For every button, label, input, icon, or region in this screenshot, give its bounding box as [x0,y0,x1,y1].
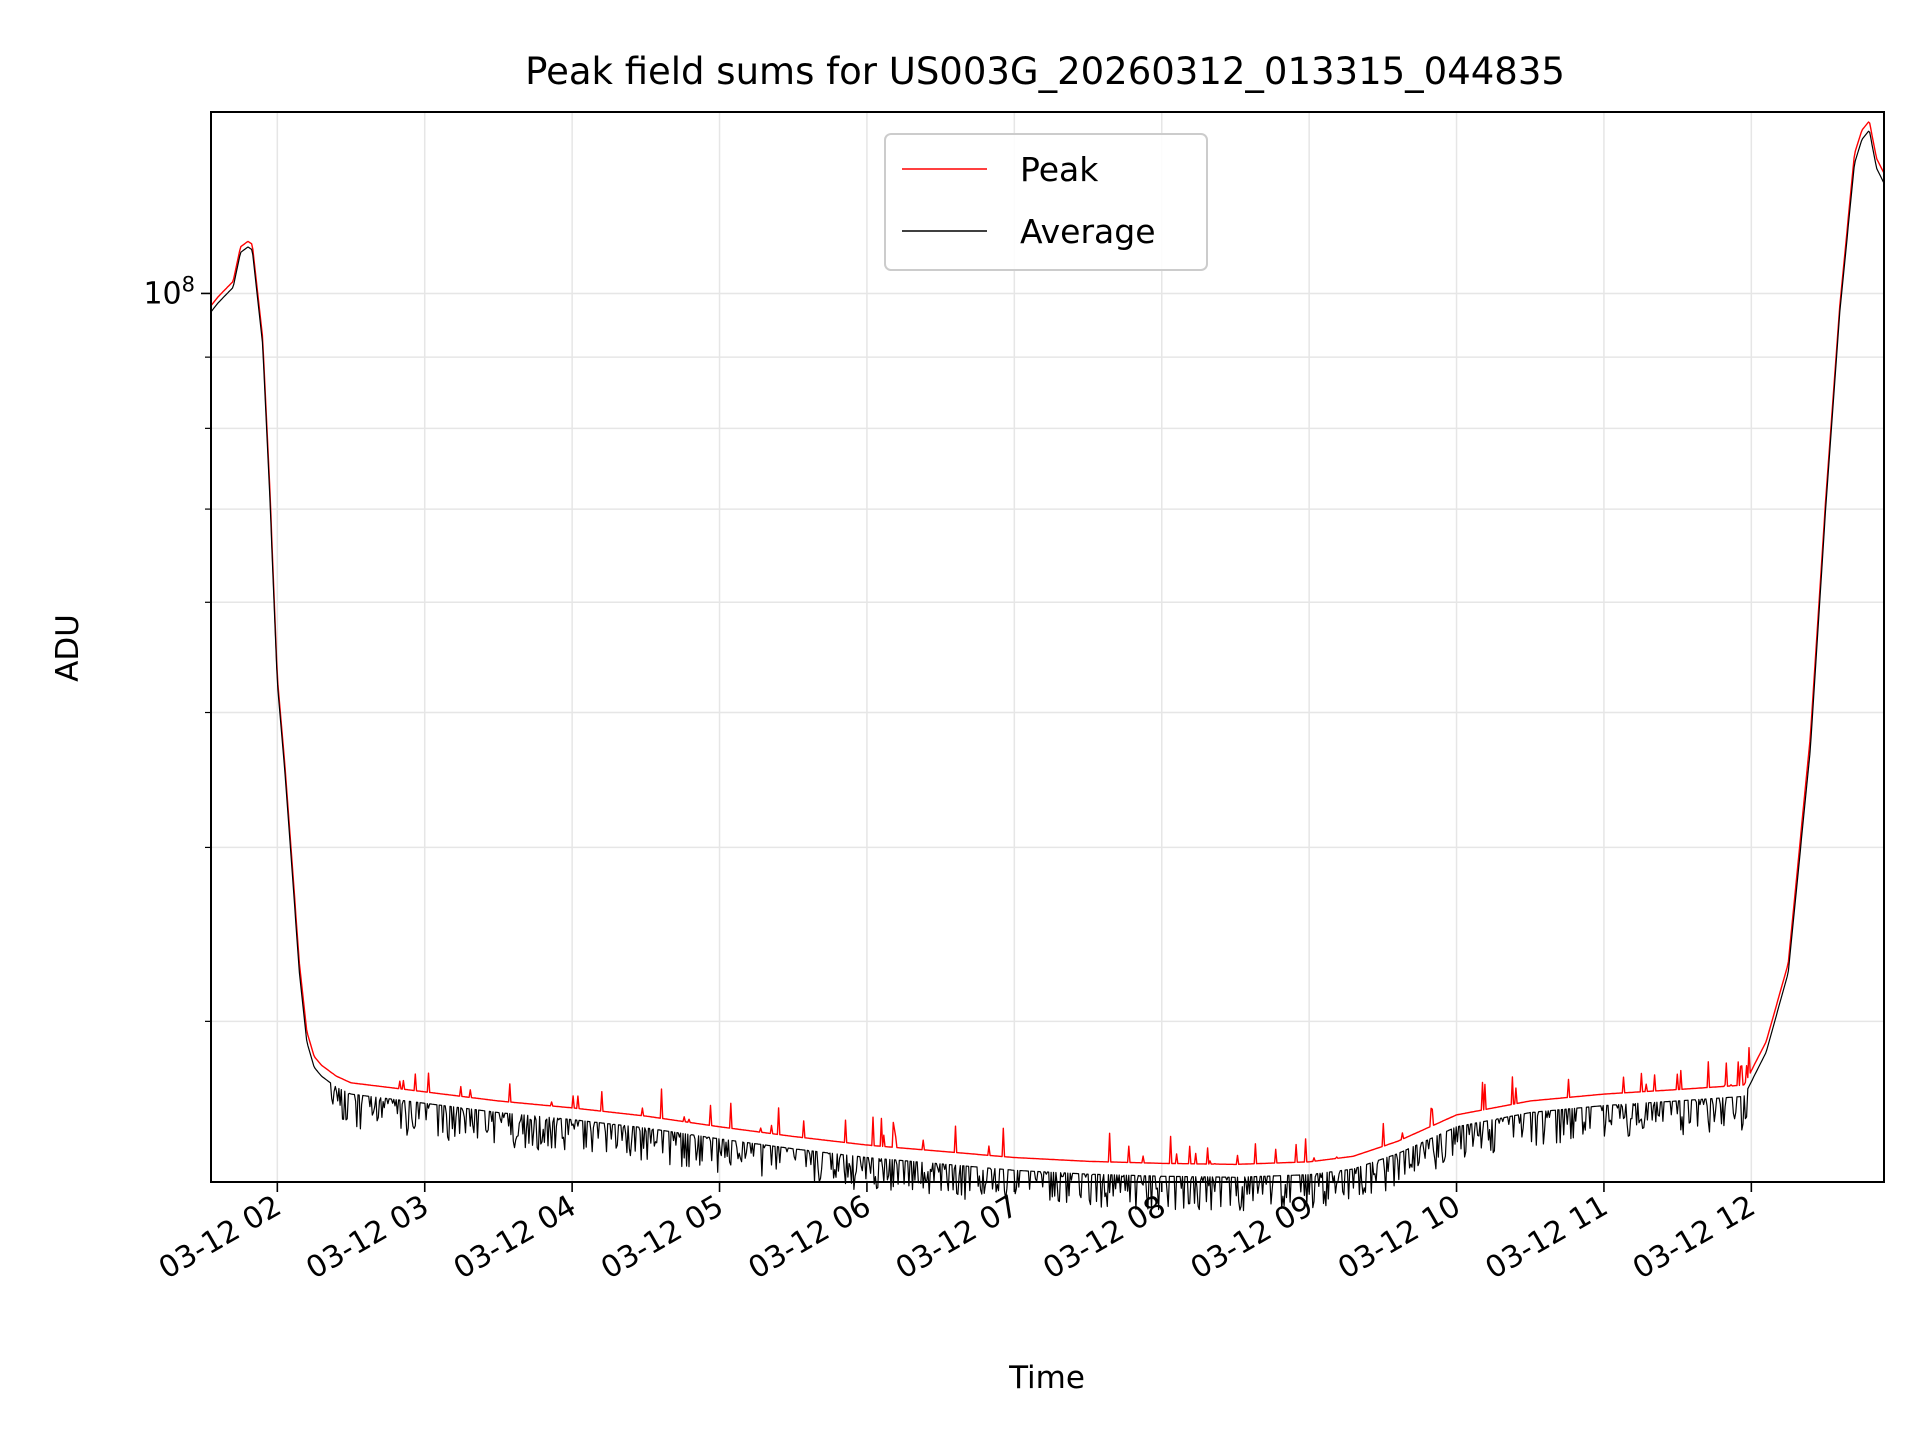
legend-label-average: Average [1020,212,1156,251]
x-axis-title: Time [1008,1360,1085,1396]
chart-title: Peak field sums for US003G_20260312_0133… [525,50,1565,93]
grid [211,112,1884,1182]
plot-area [210,121,1885,1212]
legend-label-peak: Peak [1020,150,1099,189]
y-axis-title: ADU [50,614,86,682]
legend-box [884,133,1208,271]
legend: Peak Average [884,133,1208,271]
plot-frame [210,111,1885,1183]
series-line-average [210,130,1885,1212]
y-tick-label: 108 [143,272,195,311]
series-line-peak [210,121,1885,1166]
